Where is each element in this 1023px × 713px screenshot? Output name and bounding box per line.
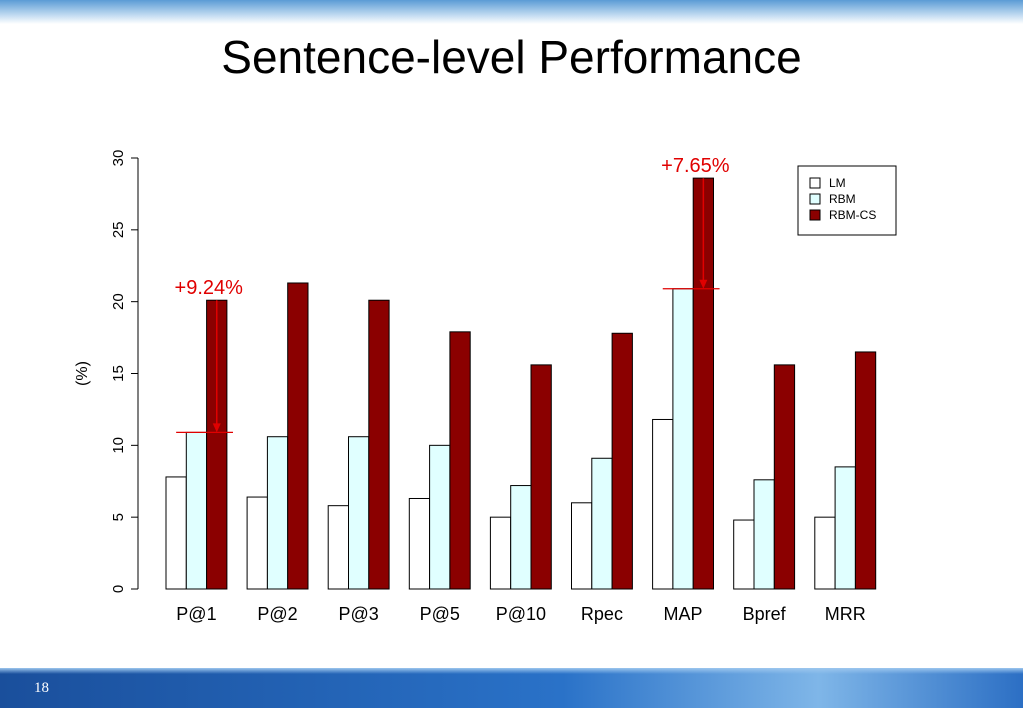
annotation-label: +7.65% [661,155,730,177]
bar-lm-map [652,418,674,590]
bar-lm-rpec [571,502,593,590]
y-tick-label: 20 [110,293,127,310]
bar-lm-bpref [733,519,755,590]
bar-rbm-cs-bpref [773,364,796,590]
bar-rbm-p3 [348,436,370,590]
bar-rbm-cs-p3 [368,299,390,590]
bar-lm-p10 [489,516,512,590]
bar-rbm-p5 [429,444,451,590]
y-tick-label: 15 [110,365,127,382]
annotations: +9.24% +7.65% [175,155,730,434]
x-tick-labels: P@1 P@2 P@3 P@5 P@10 Rpec MAP Bpref MRR [176,604,865,624]
legend-swatch-lm [809,177,821,189]
bar-rbm-cs-p2 [287,282,309,590]
y-tick-label: 10 [110,437,127,454]
legend-swatch-rbm [809,193,821,205]
legend-label: RBM-CS [829,208,876,222]
annotation-label: +9.24% [175,277,244,299]
annotation-arrow-head [212,423,221,433]
legend-label: RBM [829,192,856,206]
bar-lm-p5 [408,497,431,590]
bar-lm-p1 [165,476,187,590]
slide-title: Sentence-level Performance [221,31,802,83]
top-gradient-band [0,0,1023,24]
x-tick-label: Bpref [743,604,787,624]
legend-swatch-rbm-cs [809,209,821,221]
bar-rbm-rpec [591,457,613,590]
bar-rbm-bpref [753,479,775,590]
bar-rbm-cs-rpec [611,332,633,590]
bar-rbm-cs-p10 [530,364,552,590]
x-tick-label: Rpec [581,604,623,624]
x-tick-label: P@3 [339,604,379,624]
bar-lm-p2 [246,496,268,590]
bar-rbm-p1 [185,431,208,590]
x-tick-label: MRR [825,604,866,624]
x-tick-label: P@1 [176,604,216,624]
bars [165,177,877,590]
bar-rbm-cs-mrr [854,351,877,590]
bar-rbm-map [672,288,694,590]
x-tick-label: P@10 [496,604,546,624]
x-tick-label: P@5 [420,604,460,624]
legend-label: LM [829,176,846,190]
page-number: 18 [34,680,49,696]
bar-rbm-p2 [266,436,289,590]
y-tick-label: 25 [110,221,127,238]
y-tick-label: 0 [110,585,127,593]
footer-band [0,668,1023,708]
y-axis-label: (%) [74,361,91,386]
bar-lm-mrr [814,516,836,590]
y-tick-label: 30 [110,150,127,167]
bar-rbm-mrr [834,466,856,590]
bar-rbm-cs-p5 [449,331,471,590]
y-tick-label: 5 [110,513,127,521]
x-tick-label: MAP [664,604,703,624]
bar-lm-p3 [327,505,350,590]
bar-rbm-p10 [510,485,532,590]
annotation-arrow-head [699,279,708,289]
x-tick-label: P@2 [257,604,297,624]
y-axis: 0 5 10 15 20 25 30 (%) [74,150,139,593]
legend: LM RBM RBM-CS [797,165,897,236]
